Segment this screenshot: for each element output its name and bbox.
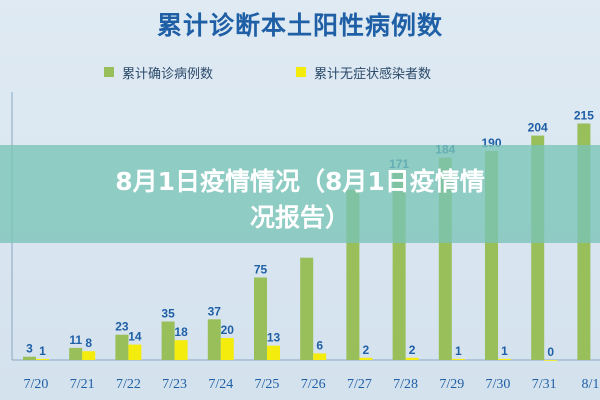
headline-banner — [0, 145, 600, 243]
data-label-confirmed: 204 — [528, 121, 548, 135]
bar-asymptomatic — [128, 344, 142, 360]
x-tick-label: 8/1 — [581, 377, 599, 392]
x-tick-label: 7/22 — [116, 377, 141, 392]
data-label-confirmed: 11 — [69, 333, 82, 347]
data-label-asymptomatic: 6 — [316, 338, 323, 352]
bar-confirmed — [69, 347, 83, 360]
data-label-confirmed: 3 — [26, 342, 33, 356]
data-label-asymptomatic: 2 — [409, 343, 416, 357]
x-tick-label: 7/26 — [301, 377, 326, 392]
bar-confirmed — [254, 277, 267, 360]
bar-asymptomatic — [174, 340, 188, 360]
legend-swatch-confirmed — [104, 67, 114, 77]
data-label-asymptomatic: 2 — [363, 343, 370, 357]
x-tick-label: 7/23 — [162, 377, 187, 392]
data-label-asymptomatic: 20 — [221, 323, 235, 337]
chart-title: 累计诊断本土阳性病例数 — [156, 11, 443, 40]
data-label-confirmed: 215 — [574, 109, 594, 123]
bar-asymptomatic — [267, 345, 280, 360]
data-label-confirmed: 23 — [115, 320, 129, 334]
x-tick-label: 7/30 — [486, 377, 511, 392]
bar-asymptomatic — [451, 358, 465, 360]
bar-asymptomatic — [220, 338, 234, 360]
bar-asymptomatic — [313, 353, 327, 360]
bar-asymptomatic — [359, 357, 373, 360]
x-tick-label: 7/29 — [439, 377, 464, 392]
bar-confirmed — [207, 319, 221, 360]
headline-line-1: 8月1日疫情情况（8月1日疫情情 — [115, 167, 485, 196]
x-tick-label: 7/28 — [393, 377, 418, 392]
bar-asymptomatic — [498, 358, 511, 360]
data-label-asymptomatic: 13 — [267, 331, 281, 345]
data-label-asymptomatic: 1 — [501, 344, 508, 358]
data-label-asymptomatic: 18 — [174, 325, 188, 339]
data-label-asymptomatic: 1 — [39, 344, 46, 358]
bar-confirmed — [300, 257, 314, 360]
headline-text: 8月1日疫情情况（8月1日疫情情 况报告） — [0, 164, 600, 236]
legend-item-asymptomatic: 累计无症状感染者数 — [296, 62, 431, 82]
x-tick-label: 7/31 — [532, 377, 557, 392]
data-label-confirmed: 35 — [161, 307, 175, 321]
x-tick-label: 7/20 — [24, 377, 49, 392]
bar-asymptomatic — [544, 360, 558, 361]
headline-line-2: 况报告） — [249, 203, 350, 232]
legend-item-confirmed: 累计确诊病例数 — [104, 62, 213, 82]
legend-swatch-asymptomatic — [296, 67, 306, 77]
bar-asymptomatic — [36, 358, 49, 360]
data-label-asymptomatic: 8 — [85, 336, 92, 350]
x-tick-label: 7/21 — [70, 377, 95, 392]
data-label-confirmed: 37 — [208, 304, 222, 318]
x-tick-label: 7/24 — [208, 377, 233, 392]
bar-confirmed — [161, 321, 175, 360]
legend-label-asymptomatic: 累计无症状感染者数 — [314, 66, 432, 82]
data-label-asymptomatic: 1 — [455, 344, 462, 358]
x-tick-label: 7/25 — [255, 377, 280, 392]
data-label-confirmed: 75 — [254, 263, 268, 277]
data-label-asymptomatic: 14 — [128, 330, 142, 344]
data-label-asymptomatic: 0 — [547, 345, 554, 359]
bar-asymptomatic — [82, 351, 96, 360]
x-tick-label: 7/27 — [347, 377, 372, 392]
bar-confirmed — [23, 356, 36, 360]
bar-asymptomatic — [405, 357, 419, 360]
legend-label-confirmed: 累计确诊病例数 — [122, 66, 214, 82]
bar-confirmed — [115, 334, 129, 360]
